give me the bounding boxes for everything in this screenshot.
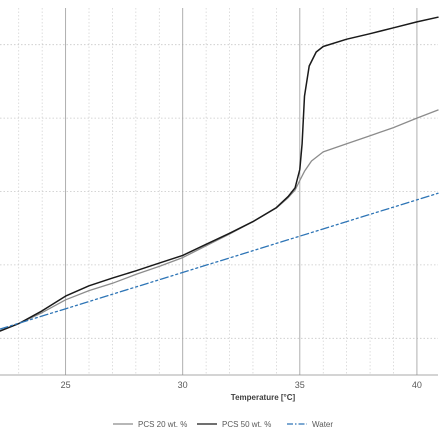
- legend-label-1: PCS 50 wt. %: [222, 420, 271, 429]
- x-tick-label-1: 30: [178, 380, 188, 390]
- x-tick-label-3: 40: [412, 380, 422, 390]
- x-tick-label-2: 35: [295, 380, 305, 390]
- series-line-1: [0, 16, 439, 332]
- grid-layer: [0, 8, 438, 376]
- series-line-2: [0, 192, 439, 330]
- legend-label-2: Water: [312, 420, 333, 429]
- x-axis-title: Temperature [°C]: [231, 393, 296, 402]
- legend-label-0: PCS 20 wt. %: [138, 420, 187, 429]
- series-layer: [0, 16, 439, 332]
- legend: PCS 20 wt. % PCS 50 wt. % Water: [113, 420, 333, 429]
- tick-layer: 25 30 35 40: [61, 380, 422, 390]
- x-tick-label-0: 25: [61, 380, 71, 390]
